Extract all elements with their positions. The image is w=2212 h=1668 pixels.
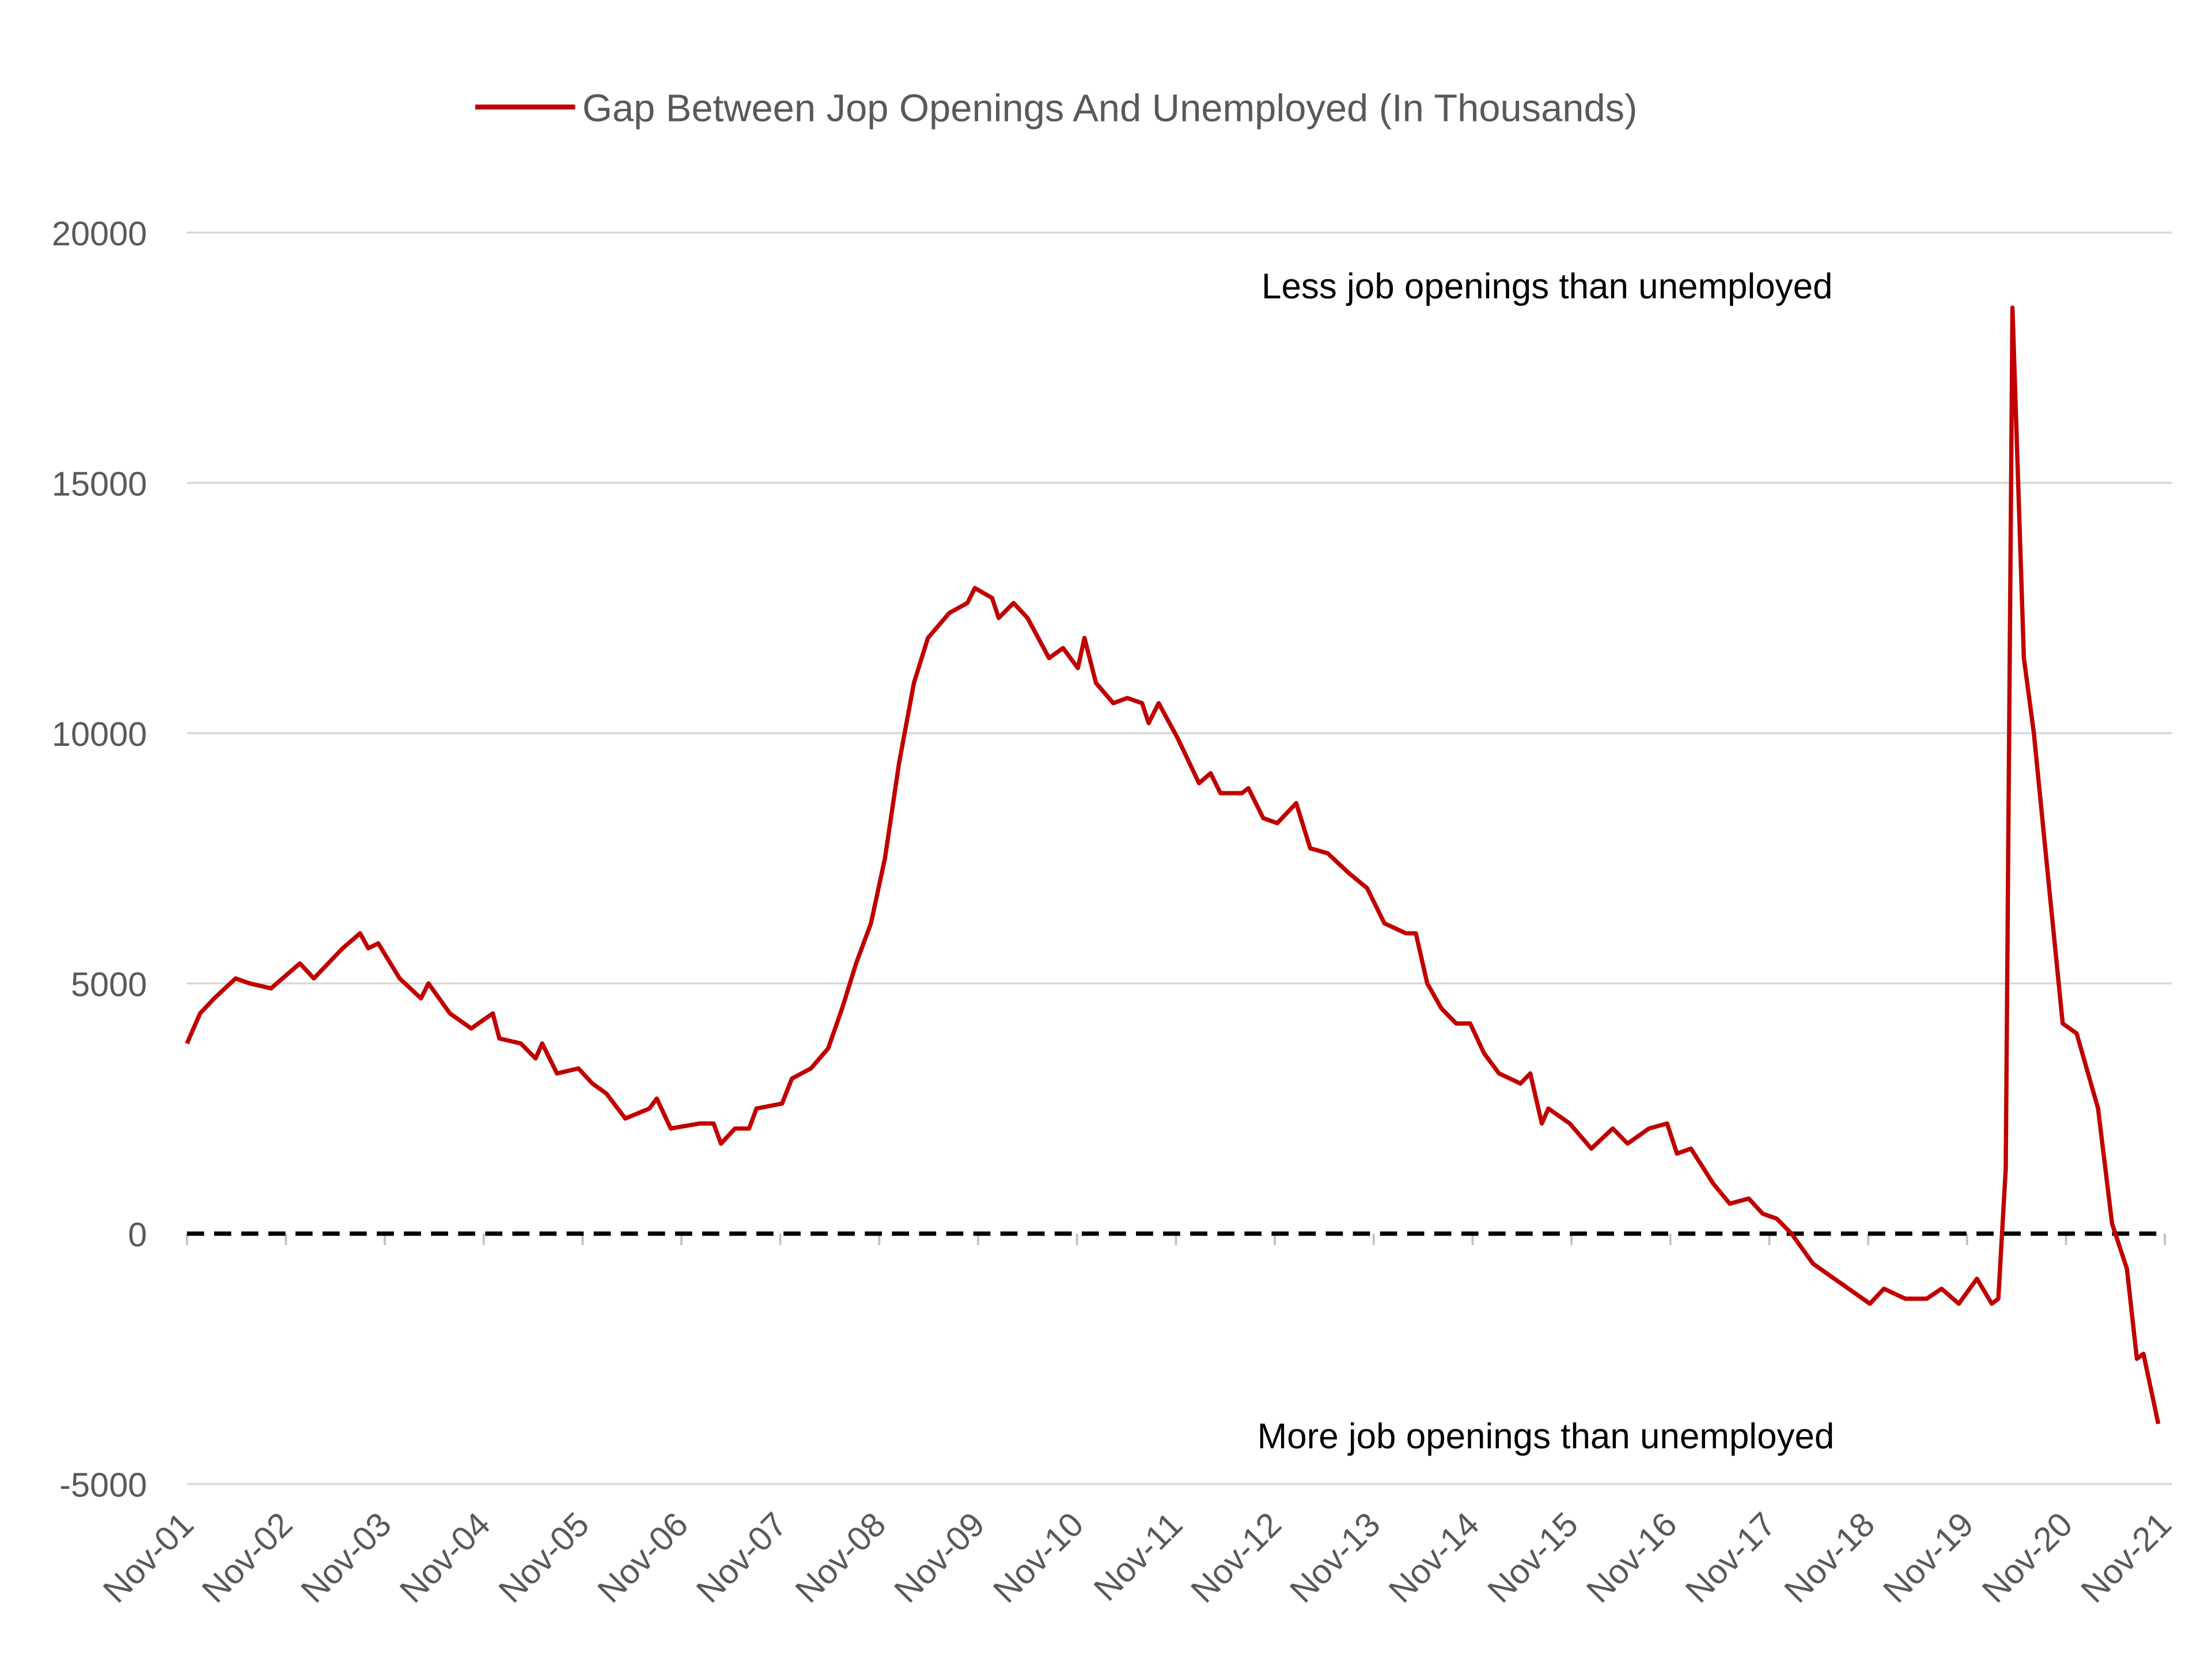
- x-tick-label: Nov-07: [689, 1505, 794, 1610]
- annotation-lower: More job openings than unemployed: [1257, 1416, 1835, 1456]
- y-tick-label: 5000: [71, 965, 147, 1004]
- x-tick-label: Nov-14: [1381, 1505, 1487, 1610]
- x-tick-label: Nov-02: [194, 1505, 300, 1610]
- x-tick-label: Nov-06: [590, 1505, 695, 1610]
- x-tick-label: Nov-12: [1183, 1505, 1289, 1610]
- y-tick-label: -5000: [59, 1466, 147, 1504]
- x-tick-label: Nov-10: [986, 1505, 1091, 1610]
- x-tick-label: Nov-17: [1678, 1505, 1783, 1610]
- y-tick-label: 10000: [52, 715, 147, 753]
- x-tick-label: Nov-20: [1975, 1505, 2080, 1610]
- x-tick-label: Nov-18: [1777, 1505, 1882, 1610]
- x-tick-label: Nov-01: [96, 1505, 201, 1610]
- x-tick-label: Nov-03: [293, 1505, 399, 1610]
- y-tick-label: 0: [128, 1215, 147, 1254]
- x-tick-label: Nov-21: [2073, 1505, 2179, 1610]
- gridlines: [187, 231, 2172, 1485]
- x-tick-label: Nov-16: [1579, 1505, 1684, 1610]
- legend-label: Gap Between Jop Openings And Unemployed …: [582, 87, 1638, 130]
- series-line-gap: [185, 305, 2161, 1424]
- x-axis: Nov-01Nov-02Nov-03Nov-04Nov-05Nov-06Nov-…: [96, 1233, 2179, 1610]
- x-tick-label: Nov-05: [491, 1505, 597, 1610]
- x-tick-label: Nov-09: [887, 1505, 992, 1610]
- y-axis: 20000 15000 10000 5000 0 -5000: [52, 214, 147, 1504]
- x-tick-label: Nov-13: [1282, 1505, 1388, 1610]
- x-tick-label: Nov-15: [1480, 1505, 1585, 1610]
- x-tick-label: Nov-04: [392, 1505, 498, 1610]
- y-tick-label: 20000: [52, 214, 147, 253]
- y-tick-label: 15000: [52, 465, 147, 503]
- annotation-upper: Less job openings than unemployed: [1262, 267, 1832, 306]
- x-tick-label: Nov-19: [1876, 1505, 1981, 1610]
- legend: Gap Between Jop Openings And Unemployed …: [475, 87, 1637, 130]
- x-tick-label: Nov-11: [1086, 1505, 1190, 1609]
- x-tick-label: Nov-08: [788, 1505, 893, 1610]
